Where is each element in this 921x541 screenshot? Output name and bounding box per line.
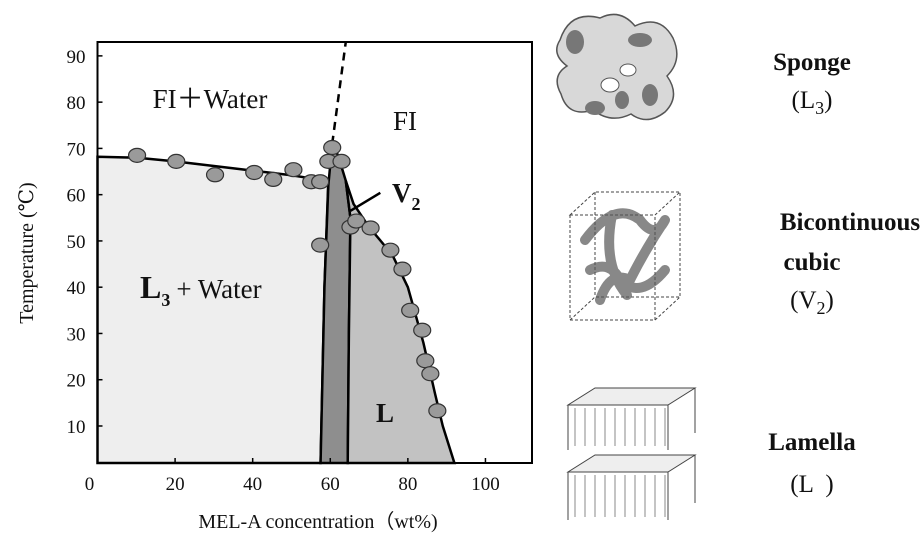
data-point <box>421 366 440 382</box>
phase-region <box>96 155 330 465</box>
data-point <box>413 322 432 338</box>
annotation-pointer <box>349 191 381 212</box>
x-tick-label: 80 <box>398 474 417 495</box>
x-tick-label: 20 <box>166 474 185 495</box>
data-point <box>428 403 447 419</box>
data-point <box>401 302 420 318</box>
data-point <box>393 261 412 277</box>
sponge-illustration <box>556 13 678 121</box>
phase-name: cubic <box>784 249 841 276</box>
annotation-sub: 3 <box>161 290 170 310</box>
symbol-open: (L ) <box>790 471 834 498</box>
data-point <box>284 162 303 178</box>
y-tick-label: 40 <box>67 278 86 299</box>
annotation: V2 <box>392 178 421 214</box>
lamella-illustration <box>566 387 697 520</box>
x-tick-label: 60 <box>321 474 340 495</box>
data-point <box>416 353 435 369</box>
annotation-main: V <box>392 178 412 208</box>
y-tick-label: 70 <box>67 139 86 160</box>
y-tick-label: 60 <box>67 186 86 207</box>
symbol-sub: 2 <box>817 298 826 318</box>
data-point <box>347 213 366 229</box>
data-point <box>245 164 264 181</box>
y-tick-label: 10 <box>67 417 86 438</box>
phase-name: Sponge <box>773 49 851 76</box>
symbol-sub: 3 <box>815 98 824 118</box>
annotation: L <box>376 398 394 428</box>
data-point <box>264 171 283 188</box>
phase-symbol: (L ) <box>790 471 834 498</box>
y-tick-label: 30 <box>67 324 86 345</box>
symbol-close: ) <box>824 87 832 114</box>
annotation-main: L <box>140 269 161 305</box>
symbol-open: (L <box>792 87 816 114</box>
annotation: FI <box>393 106 417 136</box>
phase-name: Bicontinuous <box>780 209 921 236</box>
phase-name: Lamella <box>768 429 856 456</box>
y-tick-label: 20 <box>67 371 86 392</box>
x-axis-label: MEL-A concentration（wt%) <box>198 510 437 533</box>
phase-symbol: (V2) <box>790 287 834 318</box>
data-point <box>311 174 330 190</box>
phase-symbol: (L3) <box>792 87 833 118</box>
data-point <box>167 153 186 169</box>
annotation: L3 + Water <box>140 269 262 310</box>
x-tick-label: 100 <box>471 474 500 495</box>
data-point <box>332 153 351 169</box>
symbol-open: (V <box>790 287 816 314</box>
annotation: FI＋Water <box>153 84 268 114</box>
dashed-boundary <box>330 41 348 144</box>
data-point <box>381 242 400 258</box>
annotation-rest: + Water <box>176 274 261 304</box>
data-point <box>323 139 342 156</box>
y-axis-label: Temperature (℃) <box>16 182 38 323</box>
symbol-close: ) <box>826 287 834 314</box>
data-point <box>361 220 380 236</box>
data-point <box>205 167 225 183</box>
data-point <box>311 237 330 253</box>
data-point <box>127 147 147 163</box>
x-tick-label: 0 <box>85 474 95 495</box>
y-tick-label: 80 <box>67 93 86 114</box>
y-tick-label: 90 <box>67 47 86 68</box>
x-tick-label: 40 <box>243 474 262 495</box>
plot-frame <box>96 41 533 464</box>
annotation-sub: 2 <box>412 194 421 214</box>
y-tick-label: 50 <box>67 232 86 253</box>
cubic-illustration <box>568 191 682 321</box>
